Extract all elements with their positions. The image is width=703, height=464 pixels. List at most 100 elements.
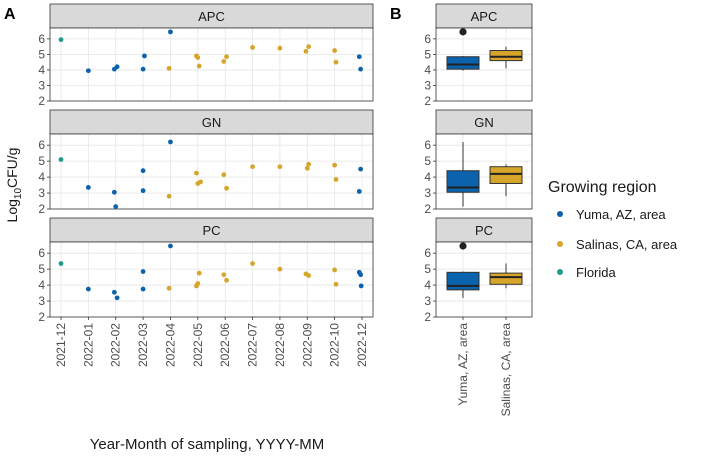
- y-tick-label: 6: [424, 32, 431, 46]
- x-tick-label: 2022-06: [218, 323, 232, 367]
- box-yuma: [446, 271, 480, 291]
- y-tick-label: 4: [424, 63, 431, 77]
- data-point-yuma: [168, 29, 173, 35]
- box-salinas: [489, 272, 523, 285]
- legend: Growing region Yuma, AZ, area Salinas, C…: [548, 179, 678, 280]
- box-yuma: [446, 56, 480, 70]
- y-tick-label: 4: [38, 278, 45, 292]
- y-tick-label: 6: [38, 32, 45, 46]
- y-tick-label: 3: [424, 294, 431, 308]
- strip-label-a-gn: GN: [202, 115, 222, 130]
- y-axis-label: Log10CFU/g: [4, 148, 24, 223]
- strip-label-b-pc: PC: [475, 223, 493, 238]
- data-point-salinas: [166, 193, 172, 199]
- data-point-salinas: [333, 59, 339, 65]
- legend-dot-yuma: [557, 211, 563, 217]
- data-point-yuma: [114, 295, 120, 301]
- data-point-yuma: [358, 283, 364, 289]
- outlier-yuma: [459, 242, 467, 250]
- strip-a-pc: [49, 217, 374, 243]
- data-point-salinas: [224, 277, 229, 283]
- facet-b-pc: PC 2 3 4 5 6: [424, 217, 533, 324]
- plot-border-a-gn: [49, 133, 374, 210]
- data-point-salinas: [166, 285, 172, 291]
- data-point-yuma: [142, 53, 147, 59]
- data-point-yuma: [113, 204, 119, 210]
- strip-label-a-pc: PC: [202, 223, 220, 238]
- data-point-yuma: [168, 243, 173, 249]
- data-point-yuma: [168, 139, 173, 145]
- data-point-yuma: [114, 64, 120, 70]
- x-tick-label: 2022-08: [273, 323, 287, 367]
- data-point-salinas: [333, 281, 339, 287]
- data-point-salinas: [304, 165, 310, 171]
- panel-label-b: B: [390, 6, 402, 23]
- legend-dot-salinas: [557, 241, 563, 247]
- legend-label-yuma: Yuma, AZ, area: [576, 207, 666, 222]
- strip-label-a-apc: APC: [198, 9, 225, 24]
- x-tick-label: 2022-04: [163, 323, 177, 367]
- strip-label-b-apc: APC: [471, 9, 498, 24]
- data-point-yuma: [140, 168, 146, 174]
- y-tick-label: 5: [424, 47, 431, 61]
- legend-label-salinas: Salinas, CA, area: [576, 237, 678, 252]
- legend-label-florida: Florida: [576, 265, 617, 280]
- data-point-florida: [58, 157, 64, 162]
- x-tick-label: Salinas, CA, area: [499, 323, 513, 417]
- plot-border-a-apc: [49, 27, 374, 102]
- y-tick-label: 3: [38, 78, 45, 92]
- data-point-yuma: [356, 189, 362, 194]
- data-point-yuma: [140, 286, 146, 292]
- y-tick-label: 3: [424, 186, 431, 200]
- data-point-yuma: [140, 188, 146, 194]
- y-axis-label-subscript: 10: [13, 188, 24, 200]
- data-point-yuma: [85, 185, 91, 190]
- data-point-salinas: [332, 267, 338, 273]
- y-tick-label: 3: [424, 78, 431, 92]
- data-point-salinas: [277, 164, 283, 170]
- facet-a-pc: PC 2 3 4 5 6: [38, 217, 374, 324]
- data-point-salinas: [277, 266, 283, 272]
- data-point-yuma: [111, 189, 117, 195]
- legend-item-salinas: Salinas, CA, area: [557, 237, 678, 252]
- strip-label-b-gn: GN: [474, 115, 494, 130]
- facet-a-apc: APC 2 34 56: [38, 3, 374, 108]
- data-point-florida: [58, 261, 64, 266]
- box-yuma: [446, 170, 480, 193]
- y-tick-label: 6: [424, 246, 431, 260]
- data-point-salinas: [306, 161, 312, 167]
- data-point-salinas: [194, 170, 199, 176]
- y-tick-label: 5: [424, 262, 431, 276]
- data-point-salinas: [195, 281, 201, 286]
- legend-dot-florida: [557, 269, 563, 275]
- plot-border-b-pc: [435, 241, 533, 318]
- outlier-yuma: [459, 28, 467, 36]
- y-tick-label: 2: [424, 310, 431, 324]
- data-point-yuma: [140, 269, 146, 274]
- strip-b-pc: [435, 217, 533, 243]
- plot-border-b-apc: [435, 27, 533, 102]
- plot-bg-a-apc: [50, 28, 373, 101]
- plot-border-b-gn: [435, 133, 533, 210]
- x-tick-label: 2022-10: [328, 323, 342, 367]
- data-point-yuma: [356, 54, 362, 60]
- x-tick-label: 2021-12: [54, 323, 68, 367]
- y-tick-label: 4: [38, 170, 45, 184]
- plot-border-a-pc: [49, 241, 374, 318]
- y-tick-label: 5: [38, 154, 45, 168]
- strip-b-apc: [435, 3, 533, 29]
- y-tick-label: 2: [38, 310, 45, 324]
- x-tick-label: Yuma, AZ, area: [456, 323, 470, 406]
- y-tick-label: 5: [38, 262, 45, 276]
- y-tick-label: 6: [38, 246, 45, 260]
- data-point-salinas: [196, 63, 202, 69]
- y-tick-label: 4: [424, 278, 431, 292]
- panel-label-a: A: [4, 6, 16, 23]
- data-point-salinas: [306, 273, 312, 278]
- y-tick-label: 5: [38, 47, 45, 61]
- strip-a-apc: [49, 3, 374, 29]
- strip-b-gn: [435, 109, 533, 135]
- data-point-yuma: [358, 272, 364, 278]
